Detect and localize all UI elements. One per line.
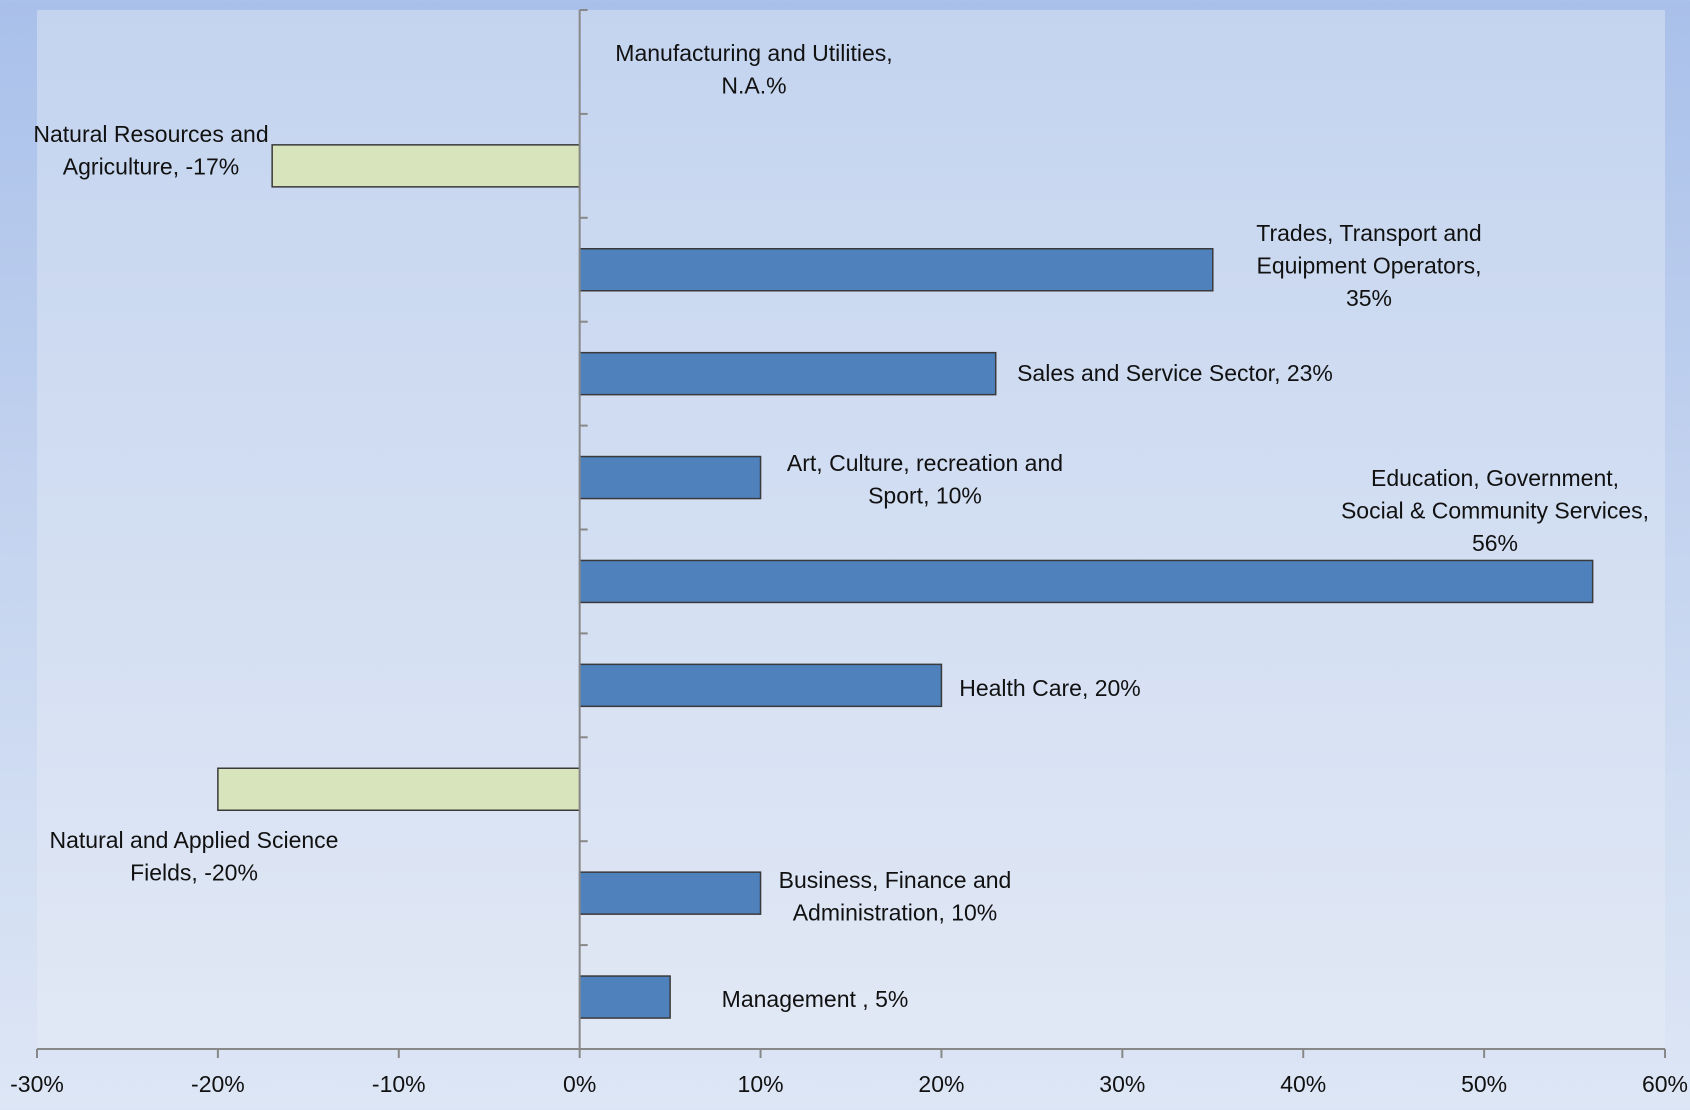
data-label-line: Trades, Transport and xyxy=(1256,220,1481,246)
data-label-line: Social & Community Services, xyxy=(1341,498,1649,524)
bar-2 xyxy=(578,248,1214,292)
data-label-line: Natural and Applied Science xyxy=(50,827,339,853)
data-label-6: Health Care, 20% xyxy=(959,675,1141,701)
axes-layer: -30% -20% -10% 0% 10% 20% 30% 40% 50% 60% xyxy=(10,9,1688,1097)
x-tick-label: -10% xyxy=(372,1071,426,1097)
data-label-line: Administration, 10% xyxy=(793,900,998,926)
data-label-4: Art, Culture, recreation and Sport, 10% xyxy=(787,450,1063,509)
data-label-line: 56% xyxy=(1472,530,1518,556)
data-label-line: Manufacturing and Utilities, xyxy=(615,40,892,66)
bar-9 xyxy=(578,975,671,1019)
data-label-0: Manufacturing and Utilities, N.A.% xyxy=(615,40,892,99)
data-label-line: Education, Government, xyxy=(1371,465,1619,491)
data-label-line: Sales and Service Sector, 23% xyxy=(1017,360,1333,386)
data-label-line: Art, Culture, recreation and xyxy=(787,450,1063,476)
bar-6 xyxy=(578,663,943,708)
data-label-line: Health Care, 20% xyxy=(959,675,1141,701)
bar-7 xyxy=(217,767,581,811)
data-label-line: N.A.% xyxy=(721,73,786,99)
data-label-line: 35% xyxy=(1346,285,1392,311)
bar-1 xyxy=(271,144,581,188)
data-label-line: Agriculture, -17% xyxy=(63,154,239,180)
x-tick-label: 20% xyxy=(918,1071,964,1097)
data-label-1: Natural Resources and Agriculture, -17% xyxy=(33,121,268,180)
data-label-line: Sport, 10% xyxy=(868,483,982,509)
data-label-2: Trades, Transport and Equipment Operators… xyxy=(1256,220,1481,311)
data-label-line: Natural Resources and xyxy=(33,121,268,147)
data-label-7: Natural and Applied Science Fields, -20% xyxy=(50,827,339,886)
data-label-line: Management , 5% xyxy=(722,986,909,1012)
x-tick-label: 10% xyxy=(738,1071,784,1097)
bar-5 xyxy=(578,559,1594,604)
data-label-9: Management , 5% xyxy=(722,986,909,1012)
bar-3 xyxy=(578,351,997,396)
x-tick-label: 40% xyxy=(1280,1071,1326,1097)
x-tick-label: -20% xyxy=(191,1071,245,1097)
x-tick-label: 30% xyxy=(1099,1071,1145,1097)
bars-layer xyxy=(217,144,1594,1019)
bar-4 xyxy=(578,455,762,500)
data-label-5: Education, Government, Social & Community… xyxy=(1341,465,1649,556)
x-tick-label: 50% xyxy=(1461,1071,1507,1097)
x-tick-label: 0% xyxy=(563,1071,596,1097)
data-label-line: Equipment Operators, xyxy=(1256,253,1481,279)
data-label-8: Business, Finance and Administration, 10% xyxy=(779,867,1012,926)
data-label-line: Business, Finance and xyxy=(779,867,1012,893)
data-label-line: Fields, -20% xyxy=(130,860,258,886)
bar-8 xyxy=(578,871,762,915)
x-tick-label: 60% xyxy=(1642,1071,1688,1097)
data-labels-layer: Manufacturing and Utilities, N.A.% Natural… xyxy=(33,40,1649,1012)
x-tick-label: -30% xyxy=(10,1071,64,1097)
data-label-3: Sales and Service Sector, 23% xyxy=(1017,360,1333,386)
